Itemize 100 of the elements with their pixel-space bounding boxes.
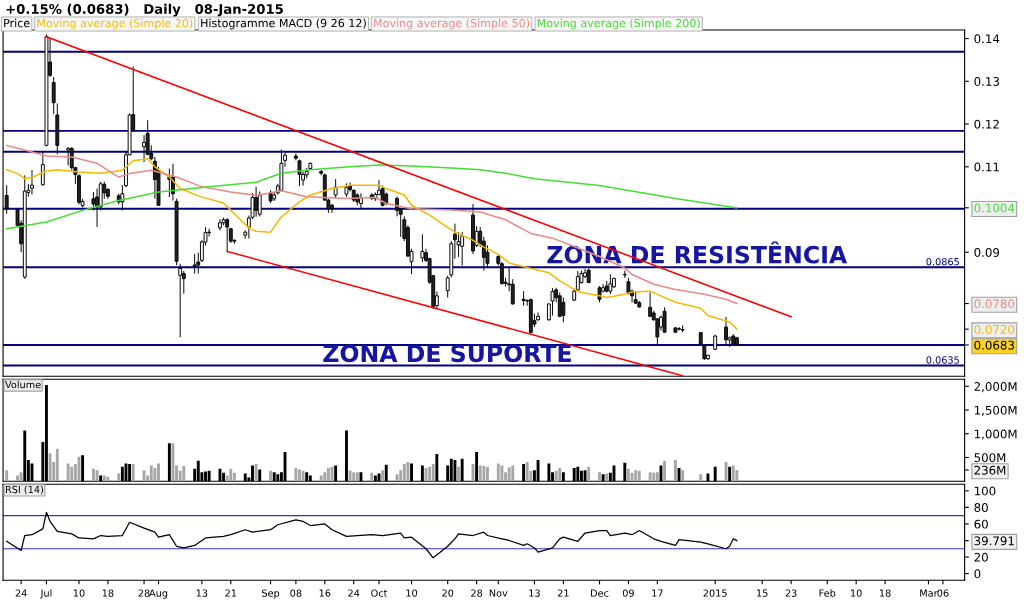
candlestick — [673, 326, 678, 334]
bar — [298, 469, 301, 482]
bar — [157, 463, 160, 482]
bar — [673, 460, 677, 482]
bar — [395, 474, 399, 482]
text: Moving average (Simple 200) — [537, 18, 700, 30]
bar — [431, 464, 435, 482]
x-tick-label: 20 — [442, 589, 454, 597]
candlestick — [734, 336, 739, 346]
candlestick — [257, 191, 262, 217]
candlestick — [268, 189, 273, 204]
bar — [323, 472, 327, 482]
candlestick — [633, 290, 638, 305]
annotation: ZONA DE RESISTÊNCIA — [547, 241, 848, 264]
x-tick-label: 13 — [529, 589, 540, 597]
y-tick-label: 39.791 — [974, 536, 1014, 546]
x-tick-label: 17 — [652, 589, 663, 597]
x-tick-label: 13 — [196, 589, 208, 597]
x-tick-label: Feb — [819, 589, 836, 597]
bar — [355, 472, 359, 482]
candlestick — [330, 203, 334, 214]
y-tick-label: 20 — [974, 552, 988, 562]
candlestick — [575, 270, 580, 292]
candlestick — [40, 151, 45, 187]
bar — [19, 472, 23, 482]
bar — [326, 468, 330, 482]
y-tick-label: 60 — [974, 519, 988, 529]
bar — [681, 470, 685, 482]
bar — [652, 472, 656, 482]
y-tick-label: 0.14 — [974, 34, 1000, 44]
bar — [254, 464, 258, 482]
bar — [558, 468, 562, 482]
bar — [428, 466, 432, 482]
candlestick — [557, 291, 562, 318]
bar — [655, 472, 659, 482]
bar — [500, 465, 504, 482]
text: Moving average (Simple 50) — [374, 18, 530, 30]
bar — [457, 466, 460, 482]
candlestick — [662, 306, 667, 334]
y-tick-label: 0.12 — [974, 119, 999, 129]
candlestick — [680, 324, 685, 333]
x-tick-label: Dec — [591, 589, 609, 597]
y-tick-label: 236M — [974, 465, 1006, 475]
x-tick-label: 23 — [785, 589, 797, 597]
candlestick — [731, 333, 736, 346]
line-series — [5, 164, 738, 230]
text: Price — [4, 18, 30, 28]
candlestick — [192, 253, 197, 275]
bar — [496, 463, 500, 482]
x-tick-label: 2015 — [703, 589, 727, 597]
candlestick — [460, 231, 465, 266]
candlestick — [44, 33, 49, 147]
candlestick — [471, 203, 475, 255]
y-tick-label: 80 — [974, 503, 988, 513]
x-tick-label: 24 — [15, 589, 27, 597]
x-tick-label: 24 — [348, 589, 360, 597]
bar — [70, 466, 74, 482]
bar — [352, 472, 356, 482]
candlestick — [55, 103, 60, 155]
candlestick — [279, 149, 284, 193]
bar — [482, 466, 486, 482]
text: Moving average (Simple 20) — [37, 18, 193, 30]
candlestick — [178, 263, 183, 338]
bar — [95, 470, 99, 482]
bar — [507, 467, 511, 482]
bar — [587, 466, 591, 482]
y-tick-label: 1,000M — [974, 429, 1017, 440]
candlestick — [344, 182, 349, 198]
bar — [406, 462, 410, 482]
ref-line-label: 0.0865 — [926, 257, 959, 266]
x-tick-label: 28 — [138, 589, 150, 597]
bar — [182, 466, 186, 482]
candlestick — [30, 169, 34, 196]
bar — [554, 470, 558, 482]
y-tick-label: 0.1004 — [974, 203, 1015, 213]
bar — [663, 460, 667, 482]
bar — [55, 448, 59, 482]
y-tick-label: 1,500M — [974, 405, 1017, 416]
bar — [598, 472, 601, 482]
bar — [16, 475, 19, 482]
y-tick-label: 0.0780 — [974, 299, 1015, 309]
y-tick-label: 2,000M — [974, 382, 1017, 393]
candlestick — [174, 198, 179, 266]
x-tick-label: 28 — [471, 589, 483, 597]
text: Histogramme MACD (9 26 12) — [201, 18, 366, 30]
candlestick — [420, 233, 425, 263]
bar — [319, 475, 323, 482]
x-tick-label: 10 — [73, 589, 85, 597]
bar — [92, 468, 95, 482]
candlestick — [724, 316, 728, 346]
x-tick-label: Nov — [489, 589, 508, 597]
bar — [232, 472, 236, 482]
x-tick-label: 06 — [937, 589, 949, 597]
candlestick — [225, 217, 230, 253]
annotation: ZONA DE SUPORTE — [323, 344, 571, 363]
bar — [294, 468, 298, 482]
bar — [106, 476, 110, 482]
x-tick-label: Sep — [262, 589, 280, 599]
bar — [699, 474, 703, 482]
bar — [626, 468, 630, 482]
